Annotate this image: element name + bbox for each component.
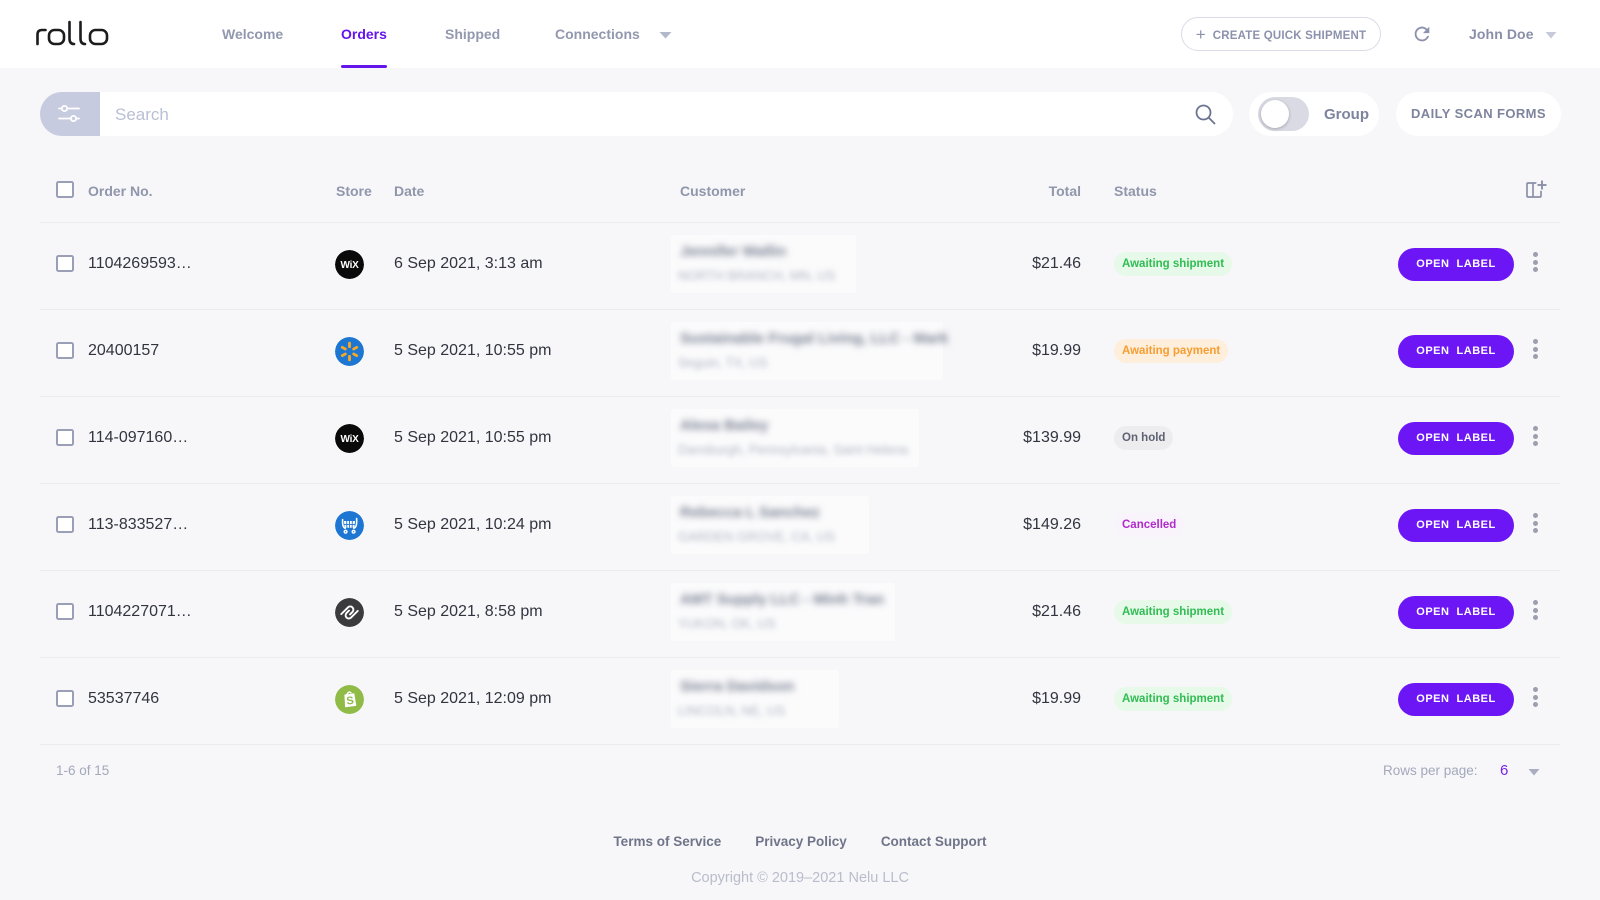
- svg-text:S: S: [346, 695, 355, 708]
- svg-text:WiX: WiX: [341, 434, 360, 445]
- svg-text:WiX: WiX: [341, 260, 360, 271]
